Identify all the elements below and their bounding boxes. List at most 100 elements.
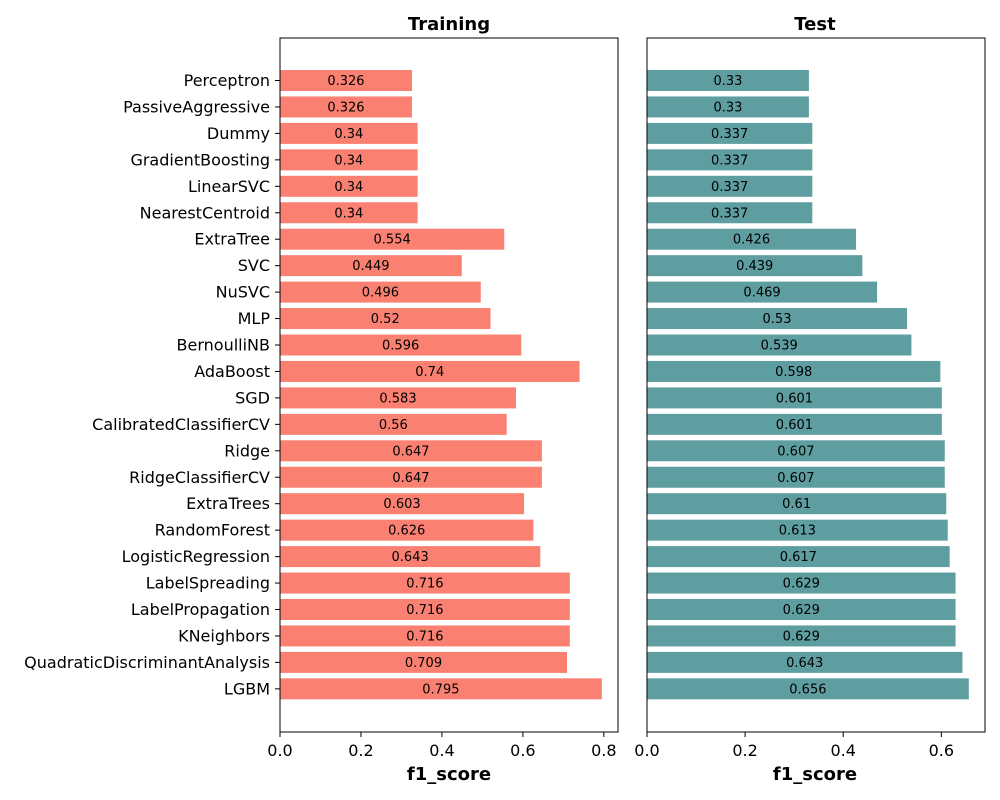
training-bar-labelspreading (280, 572, 570, 594)
training-bars: 0.326 0.326 0.34 0.34 0.34 0.34 0.554 0.449 0.49… (280, 70, 602, 700)
training-bar-calibratedclassifiercv (280, 413, 507, 435)
test-bar-kneighbors (647, 625, 956, 647)
training-x-tick-label: 0.6 (510, 741, 535, 760)
training-value-label: 0.326 (327, 100, 364, 115)
training-value-label: 0.603 (383, 497, 420, 512)
test-bar-ridge (647, 440, 945, 462)
test-value-label: 0.426 (733, 233, 770, 248)
test-bar-extratree (647, 228, 856, 250)
training-value-label: 0.56 (379, 418, 408, 433)
training-value-label: 0.326 (327, 74, 364, 89)
training-value-label: 0.647 (392, 471, 429, 486)
training-bar-mlp (280, 308, 491, 330)
category-label-lgbm: LGBM (224, 679, 270, 698)
test-bar-mlp (647, 308, 907, 330)
training-value-label: 0.795 (422, 682, 459, 697)
training-bar-sgd (280, 387, 516, 409)
training-panel: Training 0.326 0.326 0.34 0.34 0.34 0.34 0.554… (24, 14, 619, 785)
test-value-label: 0.601 (776, 391, 813, 406)
training-bar-randomforest (280, 519, 534, 541)
training-x-tick-label: 0.8 (591, 741, 616, 760)
test-x-axis-label: f1_score (773, 764, 857, 785)
test-x-tick-label: 0.2 (732, 741, 757, 760)
test-x-tick-label: 0.0 (634, 741, 659, 760)
training-bar-nearestcentroid (280, 202, 418, 224)
category-label-randomforest: RandomForest (155, 521, 270, 540)
test-bar-svc (647, 255, 863, 277)
training-bar-gradientboosting (280, 149, 418, 171)
category-label-passiveaggressive: PassiveAggressive (123, 97, 270, 116)
test-value-label: 0.656 (789, 682, 826, 697)
category-label-ridgeclassifiercv: RidgeClassifierCV (129, 468, 270, 487)
test-value-label: 0.539 (761, 339, 798, 354)
test-value-label: 0.439 (736, 259, 773, 274)
test-bar-perceptron (647, 70, 809, 91)
training-value-label: 0.34 (334, 180, 363, 195)
test-title: Test (794, 14, 836, 35)
training-value-label: 0.716 (406, 577, 443, 592)
training-bar-extratrees (280, 493, 525, 515)
test-bar-quadraticdiscriminantanalysis (647, 651, 963, 673)
category-label-mlp: MLP (238, 309, 271, 328)
category-label-kneighbors: KNeighbors (178, 626, 270, 645)
training-bar-extratree (280, 228, 505, 250)
training-bar-kneighbors (280, 625, 570, 647)
test-bar-nearestcentroid (647, 202, 813, 224)
training-value-label: 0.709 (405, 656, 442, 671)
category-label-labelspreading: LabelSpreading (146, 574, 270, 593)
training-bar-quadraticdiscriminantanalysis (280, 651, 567, 673)
category-label-perceptron: Perceptron (184, 71, 270, 90)
test-bars: 0.33 0.33 0.337 0.337 0.337 0.337 0.426 0.439 0.… (647, 70, 969, 700)
training-value-label: 0.716 (406, 603, 443, 618)
training-bar-linearsvc (280, 175, 418, 197)
category-label-dummy: Dummy (207, 124, 270, 143)
training-value-label: 0.34 (334, 206, 363, 221)
training-title: Training (408, 14, 490, 35)
training-bar-ridgeclassifiercv (280, 466, 542, 488)
training-axes-frame (279, 37, 619, 733)
category-label-nusvc: NuSVC (216, 283, 270, 302)
training-bar-passiveaggressive (280, 96, 412, 118)
training-value-label: 0.34 (334, 127, 363, 142)
training-bar-lgbm (280, 678, 602, 700)
test-bar-lgbm (647, 678, 969, 700)
training-bar-bernoullinb (280, 334, 522, 356)
category-label-sgd: SGD (235, 388, 270, 407)
category-label-calibratedclassifiercv: CalibratedClassifierCV (92, 415, 270, 434)
test-value-label: 0.53 (763, 312, 792, 327)
category-labels: Perceptron PassiveAggressive Dummy Gradient… (24, 71, 280, 698)
test-value-label: 0.33 (713, 100, 742, 115)
test-bar-ridgeclassifiercv (647, 466, 945, 488)
test-bar-bernoullinb (647, 334, 912, 356)
test-value-label: 0.607 (777, 444, 814, 459)
test-bar-randomforest (647, 519, 948, 541)
training-bar-ridge (280, 440, 542, 462)
training-x-tick-label: 0.0 (267, 741, 292, 760)
training-bar-adaboost (280, 360, 580, 382)
test-x-ticks: 0.0 0.2 0.4 0.6 (634, 732, 954, 760)
training-value-label: 0.626 (388, 524, 425, 539)
training-bar-labelpropagation (280, 599, 570, 620)
training-value-label: 0.496 (362, 286, 399, 301)
training-bar-svc (280, 255, 462, 277)
test-bar-sgd (647, 387, 942, 409)
test-value-label: 0.337 (711, 206, 748, 221)
test-bar-passiveaggressive (647, 96, 809, 118)
training-value-label: 0.583 (379, 391, 416, 406)
training-value-label: 0.34 (334, 153, 363, 168)
test-x-tick-label: 0.4 (830, 741, 855, 760)
test-bar-logisticregression (647, 546, 950, 568)
training-x-ticks: 0.0 0.2 0.4 0.6 0.8 (267, 732, 617, 760)
training-value-label: 0.647 (392, 444, 429, 459)
test-value-label: 0.337 (711, 153, 748, 168)
category-label-bernoullinb: BernoulliNB (177, 336, 270, 355)
training-value-label: 0.643 (392, 550, 429, 565)
test-axes-frame (646, 37, 986, 733)
category-label-linearsvc: LinearSVC (188, 177, 270, 196)
training-x-tick-label: 0.2 (348, 741, 373, 760)
test-value-label: 0.629 (783, 629, 820, 644)
training-bar-perceptron (280, 70, 412, 91)
test-bar-adaboost (647, 360, 941, 382)
training-value-label: 0.554 (374, 233, 411, 248)
